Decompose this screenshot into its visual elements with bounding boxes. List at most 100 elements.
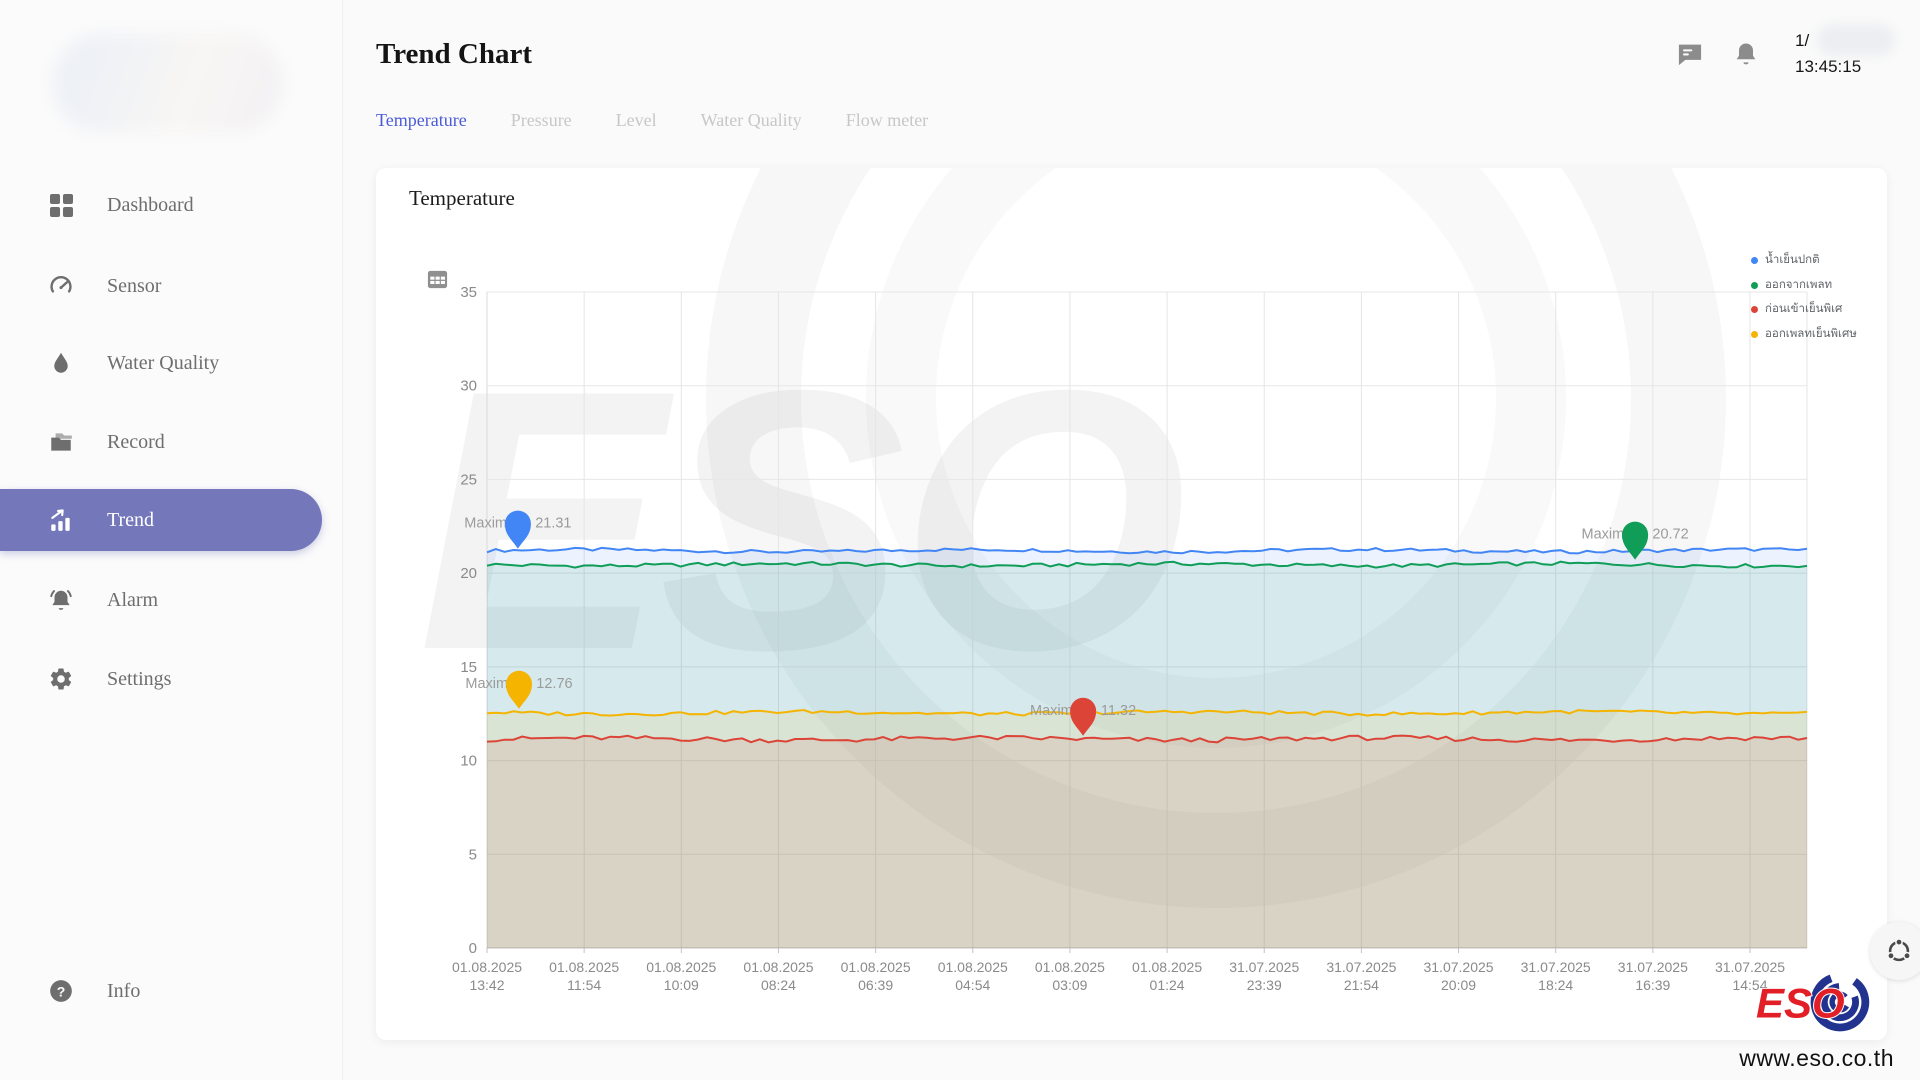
sidebar-item-info[interactable]: ? Info [0,966,322,1016]
data-table-icon[interactable] [426,268,449,291]
svg-text:01.08.2025: 01.08.2025 [646,959,716,975]
legend-dot [1751,257,1758,264]
svg-text:01.08.2025: 01.08.2025 [938,959,1008,975]
eso-logo-text: ESO [1756,980,1845,1027]
droplet-icon [48,350,74,376]
legend-label: ออกจากเพลท [1765,276,1833,291]
svg-text:03:09: 03:09 [1052,977,1087,993]
page-title: Trend Chart [376,38,533,70]
date-line: 1/ [1795,24,1895,56]
temperature-line-chart[interactable]: 0 5 10 15 20 25 30 35 01.08.2025 13:42 01.08.2025 1… [376,168,1887,1040]
svg-text:31.07.2025: 31.07.2025 [1229,959,1299,975]
brand-url[interactable]: www.eso.co.th [1739,1045,1894,1071]
header-actions [1676,40,1760,68]
svg-text:18:24: 18:24 [1538,977,1573,993]
legend-label: น้ำเย็นปกติ [1765,252,1820,266]
svg-text:21:54: 21:54 [1344,977,1379,993]
svg-text:01.08.2025: 01.08.2025 [841,959,911,975]
svg-text:01.08.2025: 01.08.2025 [1132,959,1202,975]
svg-text:31.07.2025: 31.07.2025 [1423,959,1493,975]
floating-network-icon[interactable] [1870,922,1920,980]
svg-text:23:39: 23:39 [1247,977,1282,993]
legend-item[interactable]: ออกจากเพลท [1751,277,1873,293]
eso-logo: ESO [1755,972,1869,1032]
sidebar-item-alarm[interactable]: Alarm [0,575,322,625]
sidebar-item-label: Alarm [107,588,159,611]
svg-text:08:24: 08:24 [761,977,796,993]
svg-text:31.07.2025: 31.07.2025 [1618,959,1688,975]
legend-label: ก่อนเข้าเย็นพิเศ [1765,301,1843,316]
sidebar-item-label: Water Quality [107,351,220,374]
tab-level[interactable]: Level [615,110,657,130]
svg-text:31.07.2025: 31.07.2025 [1521,959,1591,975]
svg-text:10: 10 [460,753,477,770]
sidebar-item-sensor[interactable]: Sensor [0,261,322,311]
svg-text:04:54: 04:54 [955,977,990,993]
sidebar-item-water-quality[interactable]: Water Quality [0,338,322,388]
svg-text:01.08.2025: 01.08.2025 [452,959,522,975]
company-logo [52,34,282,132]
svg-text:?: ? [57,983,66,999]
sidebar-item-label: Info [107,979,141,1002]
legend-dot [1751,306,1758,314]
svg-text:20:09: 20:09 [1441,977,1476,993]
svg-text:11:54: 11:54 [567,977,601,993]
svg-text:13:42: 13:42 [469,977,504,993]
sidebar-item-dashboard[interactable]: Dashboard [0,180,322,230]
legend-label: ออกเพลทเย็นพิเศษ [1765,325,1857,340]
svg-text:0: 0 [469,940,477,957]
svg-text:25: 25 [460,471,477,488]
svg-text:01.08.2025: 01.08.2025 [743,959,813,975]
date-partial: 1/ [1795,31,1810,50]
sidebar-item-label: Sensor [107,274,162,297]
sidebar-item-label: Dashboard [107,193,194,216]
sidebar-item-label: Trend [107,508,155,531]
date-redaction-blob [1817,24,1895,56]
dashboard-grid-icon [48,192,74,218]
tab-pressure[interactable]: Pressure [510,110,572,130]
svg-text:06:39: 06:39 [858,977,893,993]
sidebar-item-record[interactable]: Record [0,417,322,467]
sidebar: Dashboard Sensor Water Quality Record Tr [0,0,343,1080]
sidebar-item-settings[interactable]: Settings [0,654,322,704]
trend-chart-icon [48,507,74,533]
legend-dot [1751,281,1758,289]
svg-text:16:39: 16:39 [1635,977,1670,993]
eso-brand: ESO www.eso.co.th [1739,968,1894,1072]
folder-icon [48,429,74,455]
svg-text:01.08.2025: 01.08.2025 [549,959,619,975]
message-icon[interactable] [1676,40,1704,68]
svg-text:31.07.2025: 31.07.2025 [1326,959,1396,975]
tab-bar: Temperature Pressure Level Water Quality… [376,110,928,131]
legend-item[interactable]: ออกเพลทเย็นพิเศษ [1751,326,1873,342]
sidebar-item-trend[interactable]: Trend [0,489,322,551]
notification-bell-icon[interactable] [1732,40,1760,68]
legend-item[interactable]: ก่อนเข้าเย็นพิเศ [1751,301,1873,317]
chart-legend: น้ำเย็นปกติออกจากเพลทก่อนเข้าเย็นพิเศออก… [1751,252,1873,350]
svg-text:01:24: 01:24 [1150,977,1185,993]
legend-dot [1751,330,1758,338]
legend-item[interactable]: น้ำเย็นปกติ [1751,252,1873,268]
tab-water-quality[interactable]: Water Quality [700,110,802,130]
svg-text:01.08.2025: 01.08.2025 [1035,959,1105,975]
sidebar-item-label: Record [107,430,165,453]
svg-text:30: 30 [460,378,477,395]
svg-text:35: 35 [460,284,477,301]
gear-icon [48,666,74,692]
svg-text:31.07.2025: 31.07.2025 [1715,959,1785,975]
sidebar-item-label: Settings [107,667,172,690]
svg-text:20: 20 [460,565,477,582]
svg-text:5: 5 [469,846,477,863]
svg-text:10:09: 10:09 [664,977,699,993]
gauge-icon [48,273,74,299]
tab-flow-meter[interactable]: Flow meter [845,110,929,130]
alarm-bell-icon [48,587,74,613]
datetime-display: 1/ 13:45:15 [1795,24,1895,80]
help-circle-icon: ? [48,978,74,1004]
chart-title: Temperature [409,186,515,210]
trend-chart-card: ESO Temperature 0 5 10 15 20 25 30 35 01.08.2025… [376,168,1887,1040]
time-text: 13:45:15 [1795,57,1862,76]
svg-text:15: 15 [460,659,477,676]
tab-temperature[interactable]: Temperature [376,110,467,130]
